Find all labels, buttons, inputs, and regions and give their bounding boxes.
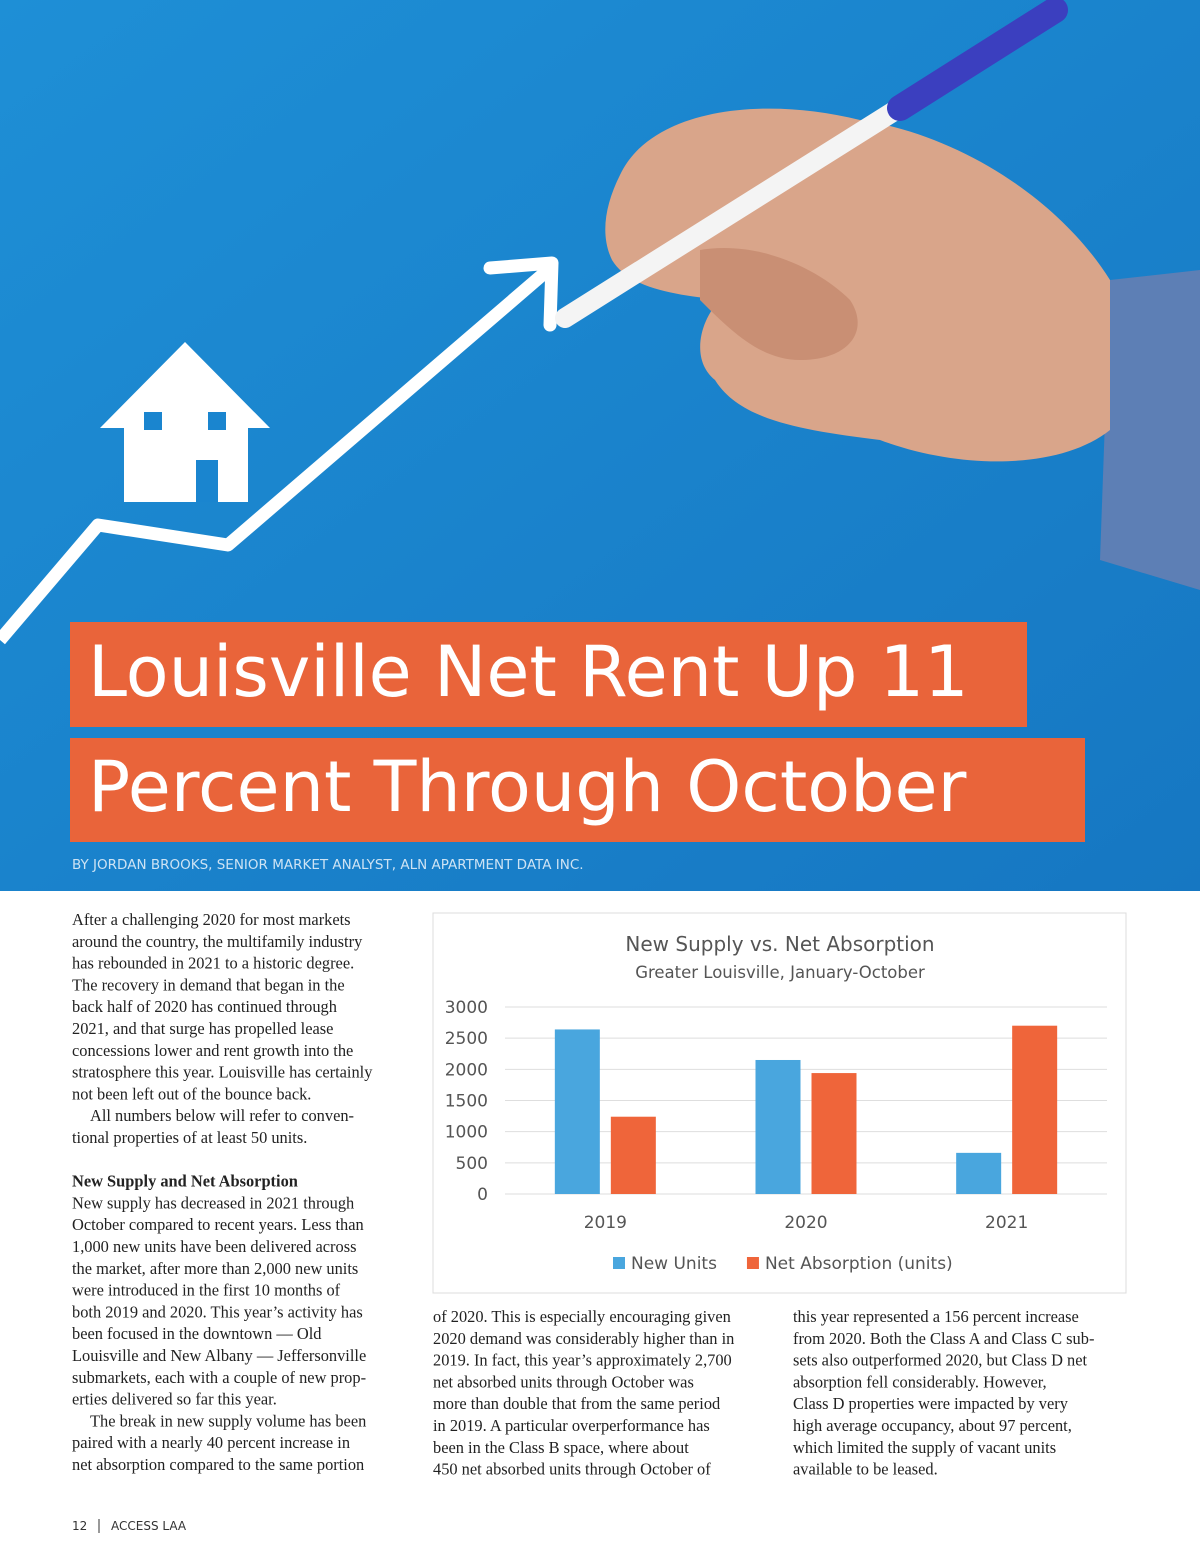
body-line: 2019. In fact, this year’s approximately… [433,1351,732,1370]
legend-swatch [746,1257,759,1269]
y-tick-label: 500 [456,1154,488,1174]
body-line: available to be leased. [793,1460,938,1479]
bar [811,1073,857,1194]
body-line: submarkets, each with a couple of new pr… [72,1368,366,1387]
page-number: 12 [72,1519,87,1533]
body-line: stratosphere this year. Louisville has c… [72,1063,373,1082]
title-box [70,622,1027,727]
bar [554,1029,600,1194]
body-line: this year represented a 156 percent incr… [793,1307,1079,1326]
body-line: 2021, and that surge has propelled lease [72,1019,333,1038]
chart-title: New Supply vs. Net Absorption [625,932,934,956]
body-line: 450 net absorbed units through October o… [433,1460,711,1479]
y-tick-label: 3000 [445,998,488,1018]
house-icon [100,342,270,502]
headline: Louisville Net Rent Up 11 [88,631,969,713]
y-tick-label: 1500 [445,1092,488,1112]
body-line: which limited the supply of vacant units [793,1438,1056,1457]
body-line: After a challenging 2020 for most market… [72,910,351,929]
legend-label: New Units [631,1254,717,1274]
body-line: 1,000 new units have been delivered acro… [72,1237,356,1256]
body-line: paired with a nearly 40 percent increase… [72,1433,350,1452]
y-tick-label: 0 [477,1185,488,1205]
y-tick-label: 2000 [445,1060,488,1080]
body-line: high average occupancy, about 97 percent… [793,1416,1072,1435]
byline: BY JORDAN BROOKS, SENIOR MARKET ANALYST,… [72,857,584,873]
growth-arrow [0,265,553,645]
chart: New Supply vs. Net Absorption Greater Lou… [445,932,1107,1274]
body-line: around the country, the multifamily indu… [72,932,363,951]
body-line: were introduced in the first 10 months o… [72,1281,341,1300]
headline: Percent Through October [88,746,967,828]
body-line: New supply has decreased in 2021 through [72,1193,354,1212]
body-line: All numbers below will refer to conven- [90,1106,354,1125]
body-line: October compared to recent years. Less t… [72,1215,364,1234]
body-line: not been left out of the bounce back. [72,1084,311,1103]
body-line: tional properties of at least 50 units. [72,1128,307,1147]
body-line: erties delivered so far this year. [72,1390,277,1409]
body-line: net absorption compared to the same port… [72,1455,364,1474]
body-line: back half of 2020 has continued through [72,997,337,1016]
body-line: both 2019 and 2020. This year’s activity… [72,1302,363,1321]
chart-subtitle: Greater Louisville, January-October [635,963,925,982]
y-tick-label: 2500 [445,1029,488,1049]
arrow-head [483,256,559,332]
body-line: absorption fell considerably. However, [793,1372,1047,1391]
body-line: in 2019. A particular overperformance ha… [433,1416,710,1435]
section-heading: New Supply and Net Absorption [72,1172,298,1191]
hand-with-pen [555,0,1200,590]
legend-label: Net Absorption (units) [765,1254,953,1274]
body-line: from 2020. Both the Class A and Class C … [793,1329,1094,1348]
x-tick-label: 2019 [584,1213,627,1233]
title-box [70,738,1085,842]
y-tick-label: 1000 [445,1123,488,1143]
body-line: Louisville and New Albany — Jeffersonvil… [72,1346,366,1365]
bar [610,1116,656,1194]
body-line: has rebounded in 2021 to a historic degr… [72,954,354,973]
body-line: of 2020. This is especially encouraging … [433,1307,731,1326]
body-line: been in the Class B space, where about [433,1438,689,1457]
body-line: concessions lower and rent growth into t… [72,1041,353,1060]
body-line: Class D properties were impacted by very [793,1394,1069,1413]
publication-name: ACCESS LAA [111,1519,187,1533]
bar [956,1152,1002,1194]
footer: 12 ACCESS LAA [72,1519,187,1533]
body-line: more than double that from the same peri… [433,1394,720,1413]
bar [755,1059,801,1194]
body-line: been focused in the downtown — Old [72,1324,321,1343]
body-line: 2020 demand was considerably higher than… [433,1329,734,1348]
body-line: sets also outperformed 2020, but Class D… [793,1351,1088,1370]
body-line: The break in new supply volume has been [90,1411,366,1430]
bar [1012,1025,1058,1194]
x-tick-label: 2021 [985,1213,1028,1233]
hero: Louisville Net Rent Up 11 Percent Throug… [0,0,1200,891]
body-line: net absorbed units through October was [433,1372,694,1391]
body-line: The recovery in demand that began in the [72,975,345,994]
body-line: the market, after more than 2,000 new un… [72,1259,358,1278]
x-tick-label: 2020 [784,1213,827,1233]
legend-swatch [613,1257,625,1269]
article-body: After a challenging 2020 for most market… [72,910,1094,1479]
